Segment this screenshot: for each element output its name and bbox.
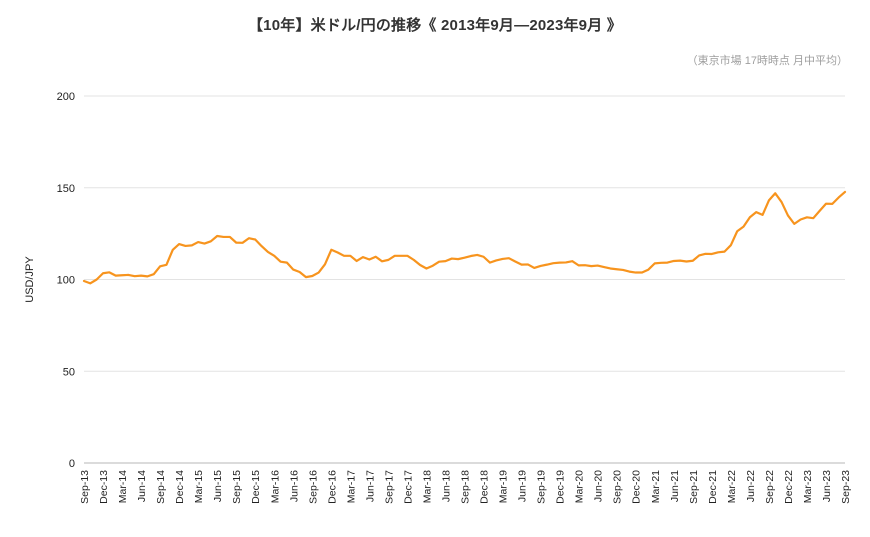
x-tick-label: Mar-19 [498,470,510,503]
series-line-usdjpy [82,190,847,285]
x-tick-label: Sep-16 [307,470,319,504]
x-tick-label: Dec-13 [98,470,110,504]
y-tick-label: 150 [57,183,75,195]
y-tick-label: 0 [69,458,75,470]
x-tick-label: Jun-15 [212,470,224,502]
x-tick-label: Sep-18 [460,470,472,504]
x-tick-label: Dec-18 [479,470,491,504]
x-tick-label: Dec-22 [783,470,795,504]
x-tick-label: Jun-23 [821,470,833,502]
x-tick-label: Dec-19 [555,470,567,504]
y-axis-title: USD/JPY [24,256,36,303]
x-tick-label: Dec-20 [631,470,643,504]
x-tick-label: Dec-21 [707,470,719,504]
x-tick-label: Sep-22 [764,470,776,504]
x-tick-label: Mar-14 [117,470,129,503]
chart-title: 【10年】米ドル/円の推移《 2013年9月―2023年9月 》 [247,17,622,34]
x-tick-label: Dec-15 [250,470,262,504]
x-tick-label: Jun-18 [440,470,452,502]
x-tick-label: Sep-19 [536,470,548,504]
x-tick-label: Sep-14 [155,470,167,504]
x-tick-label: Dec-14 [174,470,186,504]
x-tick-label: Mar-20 [574,470,586,503]
x-tick-label: Sep-20 [612,470,624,504]
x-tick-label: Mar-15 [193,470,205,503]
x-tick-label: Sep-21 [688,470,700,504]
x-tick-label: Jun-16 [288,470,300,502]
x-tick-label: Mar-23 [802,470,814,503]
x-tick-label: Mar-17 [345,470,357,503]
x-tick-label: Mar-22 [726,470,738,503]
x-tick-label: Dec-16 [326,470,338,504]
chart-subtitle: （東京市場 17時時点 月中平均） [686,55,848,67]
x-tick-label: Mar-16 [269,470,281,503]
x-tick-label: Dec-17 [402,470,414,504]
x-tick-label: Jun-22 [745,470,757,502]
x-tick-label: Jun-19 [517,470,529,502]
y-tick-label: 50 [63,366,75,378]
x-tick-label: Jun-14 [136,470,148,502]
x-tick-label: Jun-20 [593,470,605,502]
y-tick-label: 100 [57,275,75,287]
x-tick-label: Sep-13 [79,470,91,504]
x-tick-label: Mar-18 [421,470,433,503]
y-tick-label: 200 [57,91,75,103]
x-tick-label: Sep-23 [840,470,852,504]
x-tick-label: Jun-21 [669,470,681,502]
x-tick-label: Jun-17 [364,470,376,502]
x-tick-label: Mar-21 [650,470,662,503]
x-tick-label: Sep-17 [383,470,395,504]
x-tick-label: Sep-15 [231,470,243,504]
